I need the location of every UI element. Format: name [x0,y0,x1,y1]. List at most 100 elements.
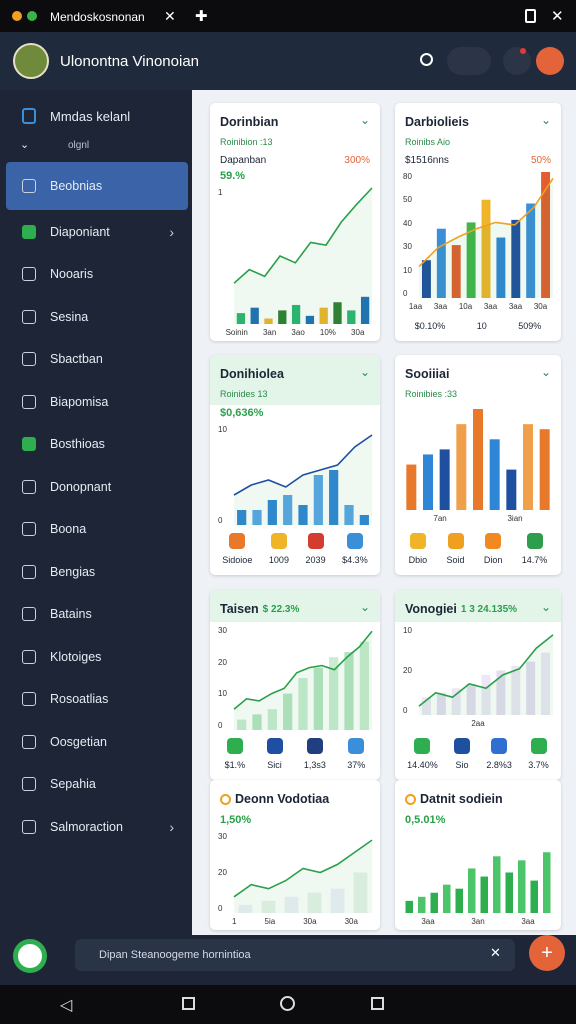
menu-label: Boona [50,522,87,536]
footer-label: $4.3% [342,555,368,565]
bar [505,872,513,913]
expand[interactable]: ⌄ [20,139,30,151]
home[interactable] [280,996,295,1011]
card-header: Datnit sodiein [395,780,561,812]
menu-item[interactable]: Salmoraction › [6,806,188,848]
back[interactable]: ◁ [60,997,73,1014]
profile-button[interactable] [536,47,564,75]
footer-label: 10 [476,321,487,331]
menu-item[interactable]: Oosgetian [6,721,188,763]
bar [543,852,551,913]
collapse[interactable]: ⌄ [540,365,551,379]
collapse[interactable]: ⌄ [359,600,370,614]
recents[interactable] [371,997,384,1010]
menu-item[interactable]: Nooaris [6,253,188,295]
y-tick-label: 40 [403,218,412,228]
collapse[interactable]: ⌄ [359,113,370,127]
y-tick-label: 0 [218,720,223,730]
bar [455,888,463,913]
line [419,635,553,706]
card-title-row: Deonn Vodotiaa [220,792,370,806]
toggle[interactable] [447,47,491,75]
x-label: 3ian [507,514,523,523]
bar [313,475,323,525]
footer-icon [306,738,323,754]
menu-icon [22,437,36,451]
big-value: 59.% [220,170,246,182]
y-tick-label: 30 [218,832,227,841]
chevron: › [169,223,174,240]
y-ticks: 1 [218,188,234,324]
search-icon[interactable] [420,53,433,66]
bar [313,667,323,730]
battery [525,9,536,23]
x-label: 3ao [291,328,305,337]
footer-item: $1.% [225,738,245,770]
menu-label: Diaponiant [50,224,110,239]
menu-item[interactable]: Batains [6,593,188,635]
line [234,840,372,897]
menu-item[interactable]: Boona [6,508,188,550]
collapse[interactable]: ⌄ [359,365,370,379]
bar [436,692,446,715]
card: Donihiolea ⌄ Roinides 13 $0,636% 10 0 Sidoioe 1… [210,355,380,575]
card-icon [220,793,231,805]
bar [307,892,322,913]
card-title: Deonn Vodotiaa [235,792,330,806]
square[interactable] [182,997,195,1010]
footer-item: Sidoioe [222,533,252,565]
x-labels: 7an 3ian [395,512,561,527]
menu-label: Bengias [50,564,96,579]
fab[interactable]: + [529,935,565,971]
x-label: 3aa [421,917,435,926]
menu-item[interactable]: Klotoiges [6,636,188,678]
card-header: Vonogiei 1 3 24.135% ⌄ [395,590,561,622]
bar [473,409,483,510]
menu-item[interactable]: Sesina [6,296,188,338]
footer-label: Dion [483,555,503,565]
collapse[interactable]: ⌄ [540,113,551,127]
card-title-row: Darbiolieis [405,115,551,129]
menu-item[interactable]: Biapomisa [6,381,188,423]
footer-icon [414,738,431,754]
notifications[interactable] [503,47,531,75]
chart [406,409,550,510]
x-label: 2aa [471,719,485,728]
search-box[interactable]: Dipan Steanoogeme hornintioa [75,939,515,971]
card-footer: Dbio Soid Dion 14.7% [395,527,561,575]
menu-item[interactable]: Bosthioas [6,423,188,465]
menu-item[interactable]: Bengias [6,551,188,593]
avatar[interactable] [13,43,49,79]
card-header: Deonn Vodotiaa [210,780,380,812]
bar [466,683,476,715]
bar [344,505,354,525]
bar [237,719,247,730]
menu-item[interactable]: Rosoatlias [6,678,188,720]
menu-item[interactable]: Diaponiant › [6,211,188,253]
close[interactable]: ✕ [551,8,564,25]
menu-item[interactable]: Beobnias [6,162,188,210]
card-title-row: Donihiolea [220,367,370,381]
new-tab[interactable]: ✚ [195,8,208,25]
bar [421,260,431,298]
footer-icon [530,738,547,754]
bar [237,510,247,525]
dot [27,11,37,21]
footer-item: 2039 [306,533,326,565]
bar [267,500,277,525]
footer-item: 14.7% [522,533,547,565]
menu-item[interactable]: Sepahia [6,763,188,805]
menu-item[interactable]: Donopnant [6,466,188,508]
card-title: Vonogiei [405,602,457,616]
menu-item[interactable]: Sbactban [6,338,188,380]
footer-item: 3.7% [528,738,549,770]
chart-area: 10 20 0 [395,622,561,717]
collapse[interactable]: ⌄ [540,600,551,614]
bar [423,454,433,510]
card-header: Dorinbian ⌄ Roinibion :13 [210,103,380,153]
assistant[interactable] [13,939,47,973]
footer-item: 509% [518,321,541,331]
clear[interactable]: ✕ [490,945,501,960]
tab-close[interactable]: ✕ [164,8,176,24]
bar [330,888,345,913]
